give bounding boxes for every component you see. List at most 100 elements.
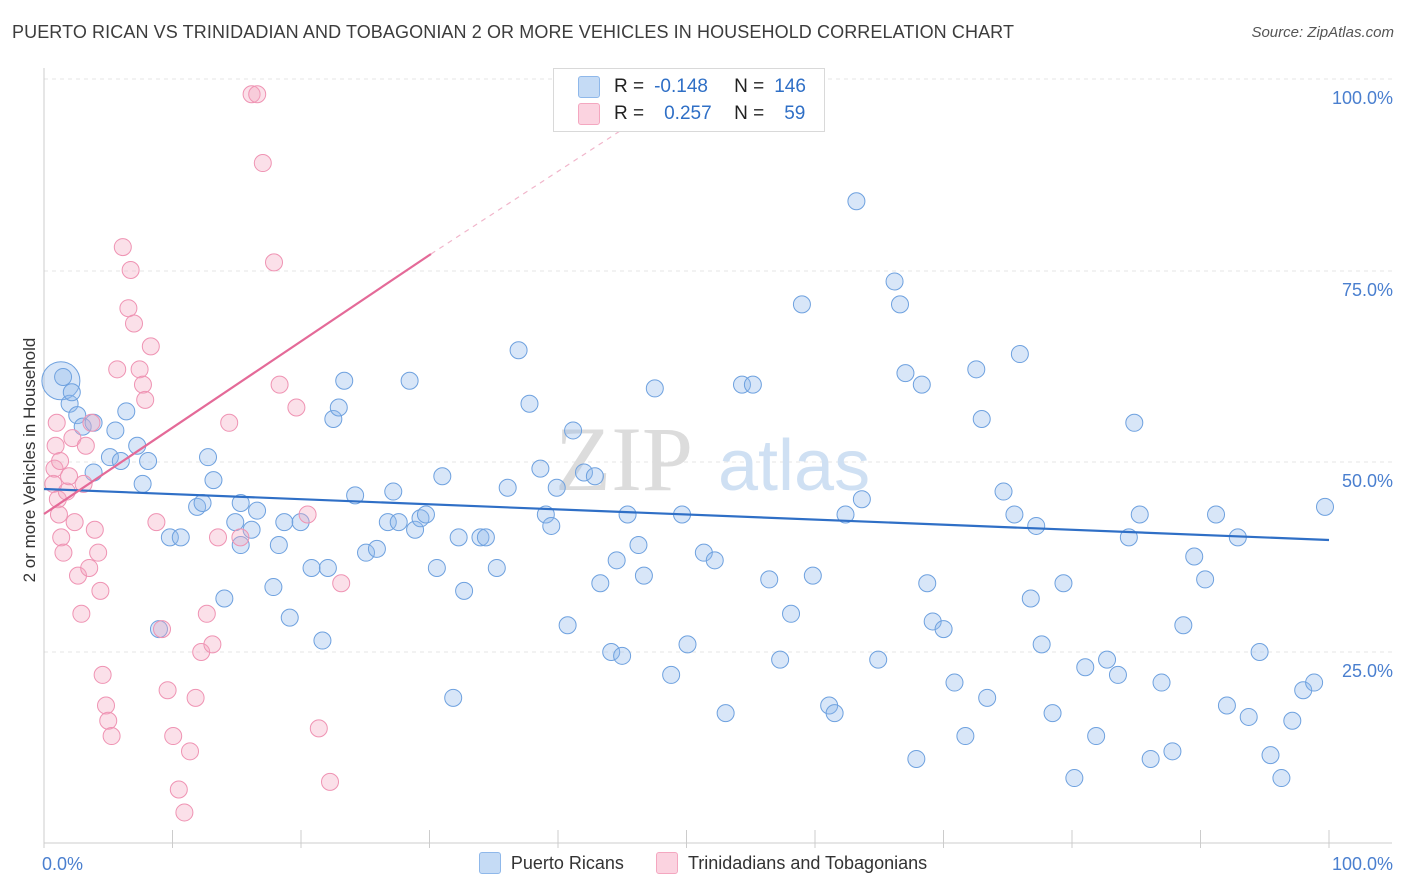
point-puerto-rican (761, 571, 778, 588)
legend-label: Puerto Ricans (511, 853, 624, 874)
point-puerto-rican (886, 273, 903, 290)
point-puerto-rican (336, 372, 353, 389)
point-puerto-rican (270, 537, 287, 554)
point-trinidadian (322, 773, 339, 790)
y-axis-label: 2 or more Vehicles in Household (20, 338, 40, 583)
stats-box: R = -0.148 N = 146 R = 0.257 N = 59 (553, 68, 825, 132)
point-puerto-rican (1142, 750, 1159, 767)
point-puerto-rican (1088, 728, 1105, 745)
point-puerto-rican (450, 529, 467, 546)
point-puerto-rican (488, 559, 505, 576)
point-puerto-rican (630, 537, 647, 554)
point-trinidadian (122, 262, 139, 279)
point-puerto-rican (1011, 346, 1028, 363)
y-tick-label: 100.0% (1332, 88, 1393, 108)
point-puerto-rican (1066, 770, 1083, 787)
point-puerto-rican (330, 399, 347, 416)
point-trinidadian (48, 414, 65, 431)
point-trinidadian (94, 666, 111, 683)
point-trinidadian (53, 529, 70, 546)
legend-item-puerto-ricans[interactable]: Puerto Ricans (479, 852, 624, 874)
legend: Puerto Ricans Trinidadians and Tobagonia… (0, 852, 1406, 874)
watermark: ZIP atlas (555, 408, 870, 510)
point-trinidadian (271, 376, 288, 393)
point-puerto-rican (663, 666, 680, 683)
point-trinidadian (266, 254, 283, 271)
point-puerto-rican (417, 506, 434, 523)
scatter-chart: ZIP atlas 25.0%50.0%75.0%100.0% 0.0% 100.… (0, 0, 1406, 892)
point-trinidadian (134, 376, 151, 393)
point-trinidadian (210, 529, 227, 546)
legend-swatch-pink (656, 852, 678, 874)
point-trinidadian (165, 728, 182, 745)
point-puerto-rican (276, 514, 293, 531)
stats-n-value: 59 (784, 103, 805, 125)
stats-n-value: 146 (774, 76, 806, 98)
point-puerto-rican (1109, 666, 1126, 683)
point-puerto-rican (1131, 506, 1148, 523)
point-trinidadian (187, 689, 204, 706)
point-puerto-rican (140, 453, 157, 470)
stats-swatch-blue (578, 76, 600, 98)
stats-row-puerto-ricans: R = -0.148 N = 146 (578, 75, 806, 99)
point-trinidadian (170, 781, 187, 798)
point-puerto-rican (608, 552, 625, 569)
point-trinidadian (47, 437, 64, 454)
point-puerto-rican (957, 728, 974, 745)
point-puerto-rican (1262, 747, 1279, 764)
point-puerto-rican (1175, 617, 1192, 634)
point-puerto-rican (172, 529, 189, 546)
point-puerto-rican (107, 422, 124, 439)
point-puerto-rican (385, 483, 402, 500)
point-trinidadian (77, 437, 94, 454)
point-puerto-rican (995, 483, 1012, 500)
point-puerto-rican (205, 472, 222, 489)
point-puerto-rican (913, 376, 930, 393)
point-puerto-rican (521, 395, 538, 412)
point-puerto-rican (979, 689, 996, 706)
point-puerto-rican (1197, 571, 1214, 588)
trend-line-trinidadians-extension (431, 118, 640, 254)
point-puerto-rican (303, 559, 320, 576)
point-trinidadian (232, 529, 249, 546)
point-trinidadian (83, 414, 100, 431)
point-trinidadian (81, 559, 98, 576)
point-trinidadian (204, 636, 221, 653)
point-puerto-rican (870, 651, 887, 668)
point-puerto-rican (804, 567, 821, 584)
point-trinidadian (55, 544, 72, 561)
point-puerto-rican (265, 579, 282, 596)
stats-swatch-pink (578, 103, 600, 125)
point-trinidadian (52, 453, 69, 470)
point-puerto-rican (679, 636, 696, 653)
point-puerto-rican (826, 705, 843, 722)
point-puerto-rican (793, 296, 810, 313)
trend-line-trinidadians (44, 254, 431, 514)
point-puerto-rican (717, 705, 734, 722)
point-puerto-rican (919, 575, 936, 592)
point-puerto-rican (134, 475, 151, 492)
point-trinidadian (126, 315, 143, 332)
point-puerto-rican (565, 422, 582, 439)
point-puerto-rican (194, 495, 211, 512)
point-puerto-rican (227, 514, 244, 531)
point-trinidadian (66, 514, 83, 531)
point-puerto-rican (1099, 651, 1116, 668)
point-puerto-rican (1186, 548, 1203, 565)
point-puerto-rican (908, 750, 925, 767)
point-trinidadian (131, 361, 148, 378)
legend-item-trinidadians[interactable]: Trinidadians and Tobagonians (656, 852, 927, 874)
point-puerto-rican (118, 403, 135, 420)
point-trinidadian (182, 743, 199, 760)
point-puerto-rican (63, 384, 80, 401)
point-puerto-rican (434, 468, 451, 485)
point-trinidadian (159, 682, 176, 699)
point-trinidadian (221, 414, 238, 431)
point-trinidadian (114, 239, 131, 256)
point-puerto-rican (1273, 770, 1290, 787)
point-puerto-rican (1022, 590, 1039, 607)
point-puerto-rican (848, 193, 865, 210)
point-puerto-rican (1240, 708, 1257, 725)
stats-n-label: N = (734, 103, 764, 125)
point-puerto-rican (1055, 575, 1072, 592)
